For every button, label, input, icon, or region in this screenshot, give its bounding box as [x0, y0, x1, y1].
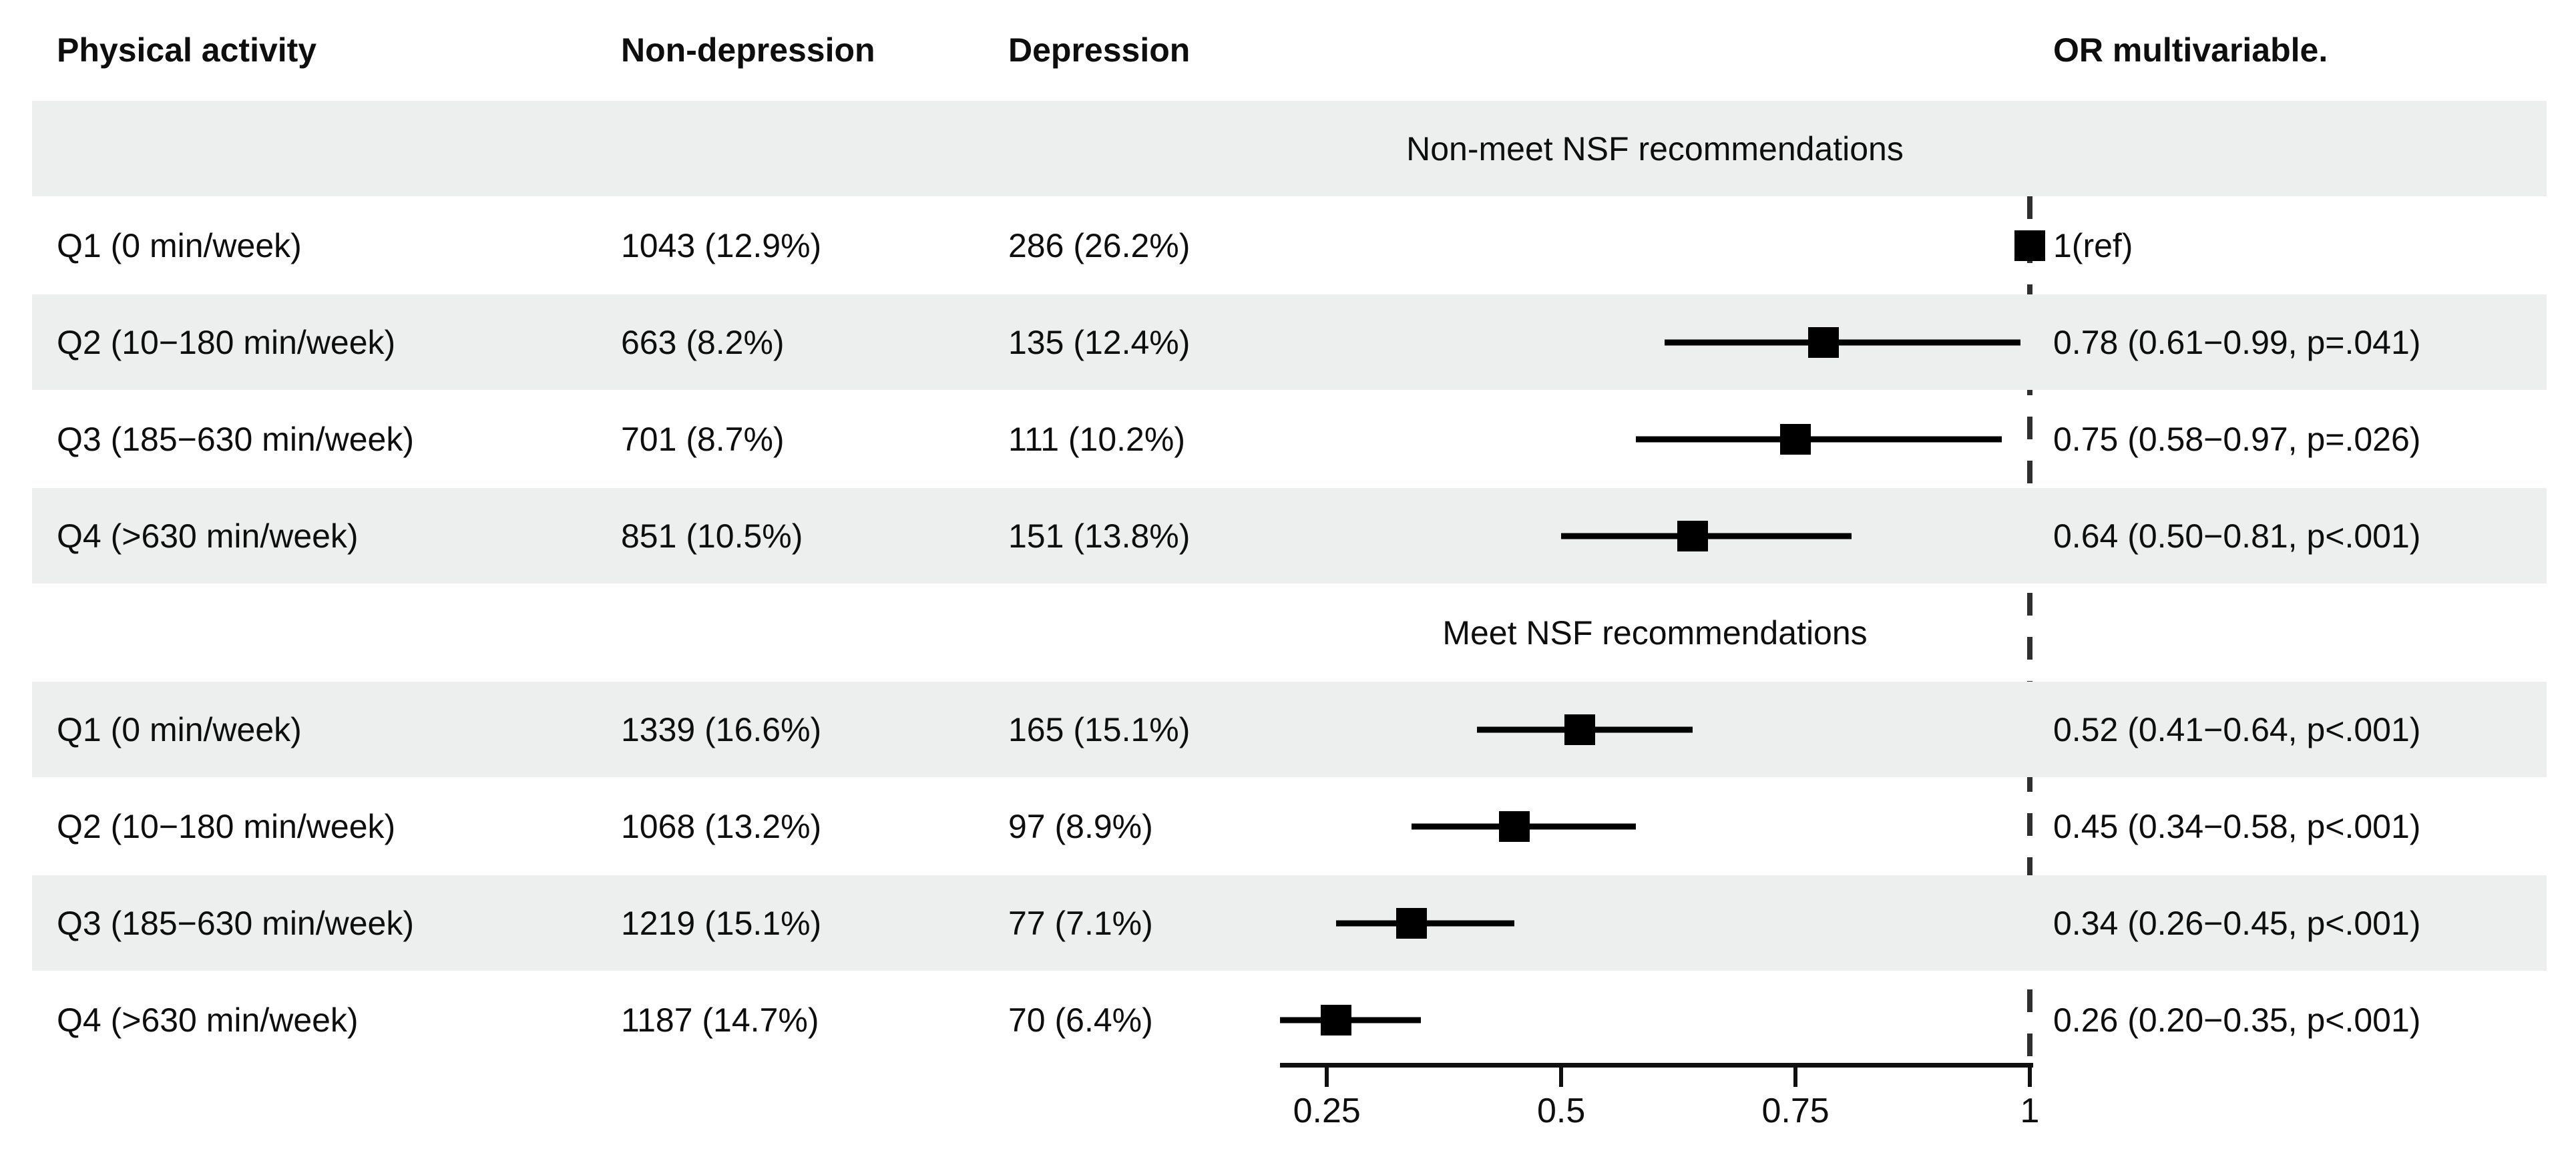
x-axis-line — [1280, 1063, 2033, 1068]
x-axis-tick-label: 1 — [2020, 1092, 2040, 1130]
section-header-row: Non-meet NSF recommendations — [0, 100, 2576, 197]
table-row: Q3 (185−630 min/week) 701 (8.7%) 111 (10… — [0, 391, 2576, 487]
depression-cell: 165 (15.1%) — [1008, 710, 1191, 748]
forest-plot-row — [1280, 294, 2030, 391]
non-depression-cell: 701 (8.7%) — [621, 420, 785, 458]
depression-cell: 97 (8.9%) — [1008, 807, 1153, 845]
non-depression-cell: 1043 (12.9%) — [621, 226, 822, 264]
x-axis-tick — [1559, 1063, 1564, 1087]
or-value-cell: 0.52 (0.41−0.64, p<.001) — [2053, 710, 2421, 748]
table-row: Q4 (>630 min/week) 851 (10.5%) 151 (13.8… — [0, 487, 2576, 584]
activity-cell: Q2 (10−180 min/week) — [57, 323, 396, 361]
column-header-non-depression: Non-depression — [621, 31, 875, 69]
non-depression-cell: 1068 (13.2%) — [621, 807, 822, 845]
depression-cell: 286 (26.2%) — [1008, 226, 1191, 264]
or-marker — [1677, 520, 1708, 551]
activity-cell: Q3 (185−630 min/week) — [57, 420, 415, 458]
reference-dashed-line — [2027, 108, 2032, 1064]
depression-cell: 151 (13.8%) — [1008, 517, 1191, 555]
table-row: Q2 (10−180 min/week) 663 (8.2%) 135 (12.… — [0, 294, 2576, 391]
x-axis-tick — [2028, 1063, 2032, 1087]
or-value-cell: 0.64 (0.50−0.81, p<.001) — [2053, 517, 2421, 555]
x-axis-tick-label: 0.25 — [1293, 1092, 1361, 1130]
or-value-cell: 1(ref) — [2053, 226, 2133, 264]
forest-plot-row — [1280, 971, 2030, 1068]
forest-plot-row — [1280, 197, 2045, 294]
x-axis-tick — [1793, 1063, 1798, 1087]
x-axis-tick — [1325, 1063, 1329, 1087]
table-row: Q1 (0 min/week) 1339 (16.6%) 165 (15.1%)… — [0, 681, 2576, 778]
depression-cell: 77 (7.1%) — [1008, 904, 1153, 942]
non-depression-cell: 1339 (16.6%) — [621, 710, 822, 748]
table-row: Q1 (0 min/week) 1043 (12.9%) 286 (26.2%)… — [0, 197, 2576, 294]
activity-cell: Q2 (10−180 min/week) — [57, 807, 396, 845]
section-label-meet: Meet NSF recommendations — [1442, 614, 1868, 652]
or-marker — [2014, 230, 2045, 261]
depression-cell: 111 (10.2%) — [1008, 420, 1185, 458]
depression-cell: 70 (6.4%) — [1008, 1001, 1153, 1039]
non-depression-cell: 851 (10.5%) — [621, 517, 803, 555]
or-marker — [1780, 423, 1811, 455]
or-marker — [1564, 714, 1596, 745]
column-header-physical-activity: Physical activity — [57, 31, 317, 69]
section-header-row: Meet NSF recommendations — [0, 584, 2576, 681]
rows-container: Non-meet NSF recommendations Q1 (0 min/w… — [0, 100, 2576, 1068]
activity-cell: Q3 (185−630 min/week) — [57, 904, 415, 942]
or-value-cell: 0.78 (0.61−0.99, p=.041) — [2053, 323, 2421, 361]
or-marker — [1396, 907, 1427, 939]
or-marker — [1808, 326, 1840, 358]
activity-cell: Q1 (0 min/week) — [57, 226, 302, 264]
or-marker — [1321, 1004, 1352, 1035]
forest-plot-row — [1280, 391, 2030, 487]
column-header-depression: Depression — [1008, 31, 1191, 69]
column-header-or-multivariable: OR multivariable. — [2053, 31, 2328, 69]
x-axis-tick-label: 0.75 — [1761, 1092, 1830, 1130]
non-depression-cell: 1219 (15.1%) — [621, 904, 822, 942]
non-depression-cell: 1187 (14.7%) — [621, 1001, 819, 1039]
activity-cell: Q4 (>630 min/week) — [57, 517, 359, 555]
forest-plot-row — [1280, 487, 2030, 584]
or-value-cell: 0.26 (0.20−0.35, p<.001) — [2053, 1001, 2421, 1039]
reference-line-overlay — [1280, 108, 2032, 1064]
x-axis: 0.25 0.5 0.75 1 — [1280, 1063, 2039, 1150]
ci-line — [1664, 339, 2020, 345]
x-axis-tick-label: 0.5 — [1536, 1092, 1586, 1130]
non-depression-cell: 663 (8.2%) — [621, 323, 785, 361]
activity-cell: Q4 (>630 min/week) — [57, 1001, 359, 1039]
table-row: Q4 (>630 min/week) 1187 (14.7%) 70 (6.4%… — [0, 971, 2576, 1068]
depression-cell: 135 (12.4%) — [1008, 323, 1191, 361]
forest-plot-row — [1280, 681, 2030, 778]
or-value-cell: 0.75 (0.58−0.97, p=.026) — [2053, 420, 2421, 458]
or-value-cell: 0.34 (0.26−0.45, p<.001) — [2053, 904, 2421, 942]
or-marker — [1498, 811, 1530, 842]
ci-line — [1636, 436, 2002, 442]
or-value-cell: 0.45 (0.34−0.58, p<.001) — [2053, 807, 2421, 845]
forest-plot-row — [1280, 875, 2030, 971]
table-row: Q3 (185−630 min/week) 1219 (15.1%) 77 (7… — [0, 875, 2576, 971]
activity-cell: Q1 (0 min/week) — [57, 710, 302, 748]
section-label-non-meet: Non-meet NSF recommendations — [1406, 130, 1904, 168]
table-row: Q2 (10−180 min/week) 1068 (13.2%) 97 (8.… — [0, 778, 2576, 875]
forest-plot-row — [1280, 778, 2030, 875]
